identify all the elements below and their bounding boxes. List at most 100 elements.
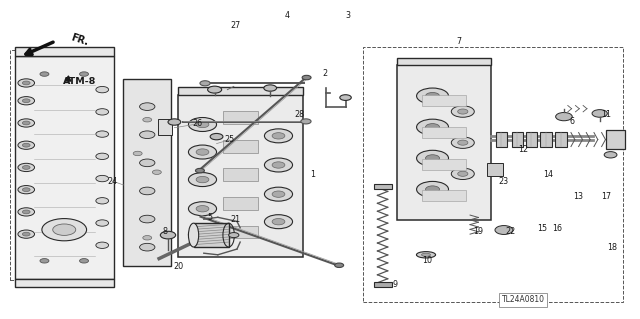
Circle shape [140, 103, 155, 110]
Circle shape [143, 235, 152, 240]
Bar [495, 132, 507, 146]
Circle shape [140, 187, 155, 195]
Bar [223, 226, 258, 238]
Circle shape [188, 117, 216, 131]
Bar [178, 87, 303, 95]
Circle shape [272, 191, 285, 197]
Circle shape [302, 75, 311, 80]
Circle shape [96, 131, 109, 137]
Bar [223, 111, 258, 124]
Bar [223, 140, 258, 152]
Bar [223, 197, 258, 210]
Circle shape [272, 133, 285, 139]
Bar [124, 78, 172, 266]
Circle shape [426, 123, 440, 130]
Circle shape [264, 85, 276, 91]
Bar [487, 163, 503, 176]
Ellipse shape [134, 198, 160, 221]
Text: 14: 14 [543, 170, 554, 179]
Circle shape [228, 233, 239, 238]
Circle shape [188, 202, 216, 216]
Text: 12: 12 [518, 145, 528, 154]
Circle shape [188, 145, 216, 159]
Circle shape [22, 210, 30, 214]
Circle shape [168, 119, 180, 125]
Bar [15, 56, 114, 278]
Text: 16: 16 [552, 224, 563, 233]
Circle shape [140, 131, 155, 138]
Circle shape [22, 188, 30, 192]
Circle shape [18, 119, 35, 127]
Circle shape [592, 110, 607, 117]
Circle shape [451, 137, 474, 148]
Text: 13: 13 [573, 192, 584, 202]
Ellipse shape [71, 169, 97, 188]
Circle shape [161, 231, 175, 239]
Circle shape [200, 81, 210, 86]
Circle shape [79, 72, 88, 76]
Circle shape [272, 219, 285, 225]
Circle shape [18, 186, 35, 194]
Circle shape [417, 119, 449, 135]
Circle shape [22, 81, 30, 85]
Circle shape [264, 158, 292, 172]
Circle shape [264, 187, 292, 201]
Text: 24: 24 [108, 177, 118, 186]
Text: 2: 2 [323, 69, 328, 78]
Circle shape [96, 109, 109, 115]
Circle shape [40, 72, 49, 76]
Bar [511, 132, 523, 146]
Ellipse shape [188, 223, 198, 247]
Text: 18: 18 [607, 243, 618, 252]
Bar [374, 184, 392, 189]
Text: FR.: FR. [70, 32, 90, 47]
Circle shape [301, 119, 311, 124]
Bar [606, 130, 625, 149]
Circle shape [22, 166, 30, 169]
Text: 26: 26 [193, 119, 202, 129]
Circle shape [195, 168, 204, 173]
Circle shape [140, 215, 155, 223]
Bar [193, 223, 228, 247]
Circle shape [207, 86, 221, 93]
Circle shape [188, 228, 216, 241]
Circle shape [458, 140, 468, 145]
Circle shape [458, 171, 468, 176]
Bar [422, 190, 466, 201]
Circle shape [426, 155, 440, 162]
Circle shape [272, 162, 285, 168]
Text: 22: 22 [505, 227, 515, 236]
Circle shape [264, 129, 292, 143]
Text: 28: 28 [294, 110, 305, 119]
Bar [364, 47, 623, 302]
Text: 17: 17 [601, 192, 611, 202]
Circle shape [18, 79, 35, 87]
Circle shape [96, 197, 109, 204]
Circle shape [18, 163, 35, 172]
Circle shape [196, 121, 209, 128]
Bar [223, 168, 258, 181]
Text: 8: 8 [163, 227, 168, 236]
Circle shape [196, 205, 209, 212]
Circle shape [18, 97, 35, 105]
Text: TL24A0810: TL24A0810 [502, 295, 545, 304]
Text: 19: 19 [474, 227, 483, 236]
Circle shape [79, 259, 88, 263]
Bar [10, 50, 115, 280]
Circle shape [96, 175, 109, 182]
Bar [555, 132, 566, 146]
Text: 5: 5 [207, 213, 212, 222]
Circle shape [417, 88, 449, 104]
Text: 9: 9 [393, 279, 398, 288]
Circle shape [417, 150, 449, 166]
Text: 6: 6 [570, 117, 575, 126]
Text: 21: 21 [230, 215, 241, 224]
Circle shape [210, 133, 223, 140]
Circle shape [22, 232, 30, 236]
Circle shape [96, 220, 109, 226]
Circle shape [22, 99, 30, 103]
Ellipse shape [417, 252, 436, 258]
Bar [397, 65, 491, 220]
Circle shape [22, 143, 30, 147]
Circle shape [451, 168, 474, 180]
